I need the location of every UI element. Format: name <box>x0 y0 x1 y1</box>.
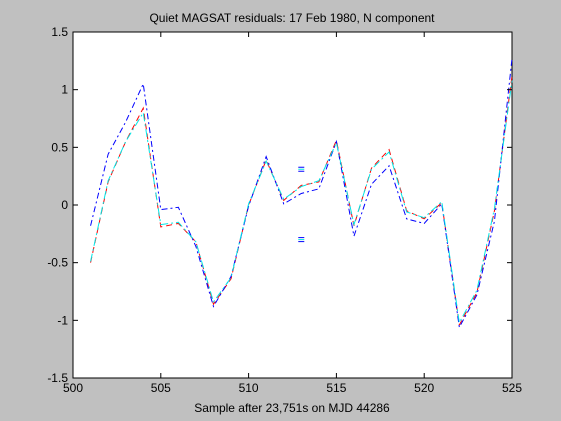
y-tick-label: -1.5 <box>47 371 68 385</box>
y-tick-label: 0.5 <box>51 140 68 154</box>
y-tick-label: 1.5 <box>51 25 68 39</box>
x-tick-label: 515 <box>326 381 346 395</box>
y-tick-label: 0 <box>61 198 68 212</box>
x-axis-label: Sample after 23,751s on MJD 44286 <box>194 401 390 415</box>
series-line-2 <box>90 58 513 329</box>
series-line-1 <box>90 75 513 327</box>
y-tick-label: 1 <box>61 83 68 97</box>
chart-title: Quiet MAGSAT residuals: 17 Feb 1980, N c… <box>149 11 435 25</box>
series-line-3 <box>90 80 513 325</box>
x-tick-label: 510 <box>239 381 259 395</box>
x-tick-label: 520 <box>414 381 434 395</box>
marker-layer <box>298 166 305 243</box>
y-tick-label: -0.5 <box>47 256 68 270</box>
x-tick-label: 525 <box>502 381 522 395</box>
plot-area <box>72 31 513 379</box>
data-marker <box>298 237 305 243</box>
x-tick-label: 500 <box>63 381 83 395</box>
axis-layer: 500 505 510 515 520 525 -1.5 -1 -0.5 0 0.5 1 1.5 <box>47 25 522 395</box>
series-layer <box>90 58 513 329</box>
y-tick-label: -1 <box>57 313 68 327</box>
x-tick-label: 505 <box>151 381 171 395</box>
data-marker <box>298 166 305 172</box>
